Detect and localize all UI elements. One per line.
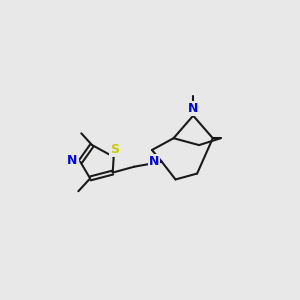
Text: N: N [149,155,159,168]
Text: N: N [67,154,78,167]
Text: N: N [188,102,198,115]
Text: S: S [110,143,119,157]
